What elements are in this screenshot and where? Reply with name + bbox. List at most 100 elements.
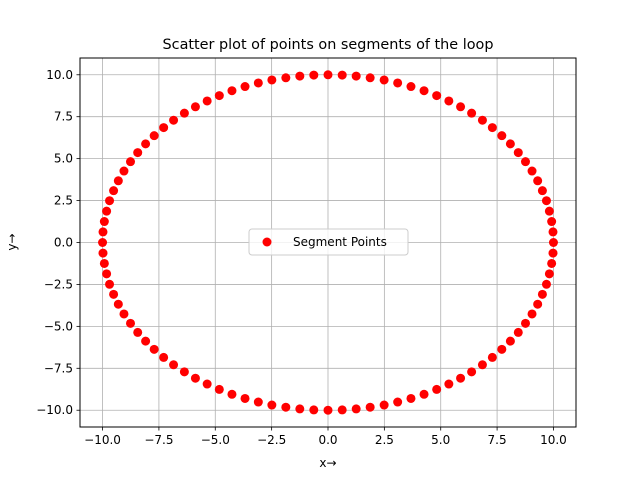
legend-label: Segment Points (293, 235, 387, 249)
data-point (119, 309, 129, 319)
data-point (98, 248, 108, 258)
data-point (513, 148, 523, 158)
data-point (541, 279, 551, 289)
data-point (487, 352, 497, 362)
data-point (126, 318, 136, 328)
data-point (467, 367, 477, 377)
y-tick-label: −7.5 (44, 361, 73, 375)
data-point (309, 405, 319, 415)
data-point (456, 102, 466, 112)
data-point (133, 327, 143, 337)
data-point (487, 123, 497, 133)
data-point (119, 166, 129, 176)
data-point (109, 289, 119, 299)
data-point (544, 206, 554, 216)
data-point (547, 258, 557, 268)
y-tick-label: 5.0 (54, 152, 73, 166)
x-tick-label: −7.5 (144, 433, 173, 447)
data-point (149, 344, 159, 354)
data-point (444, 96, 454, 106)
data-point (505, 139, 515, 149)
data-point (109, 186, 119, 196)
data-point (419, 389, 429, 399)
data-point (133, 148, 143, 158)
y-axis-label: y→ (5, 233, 19, 250)
data-point (520, 318, 530, 328)
chart-title: Scatter plot of points on segments of th… (163, 37, 494, 53)
x-tick-label: 0.0 (318, 433, 337, 447)
data-point (190, 102, 200, 112)
data-point (477, 115, 487, 125)
data-point (102, 206, 112, 216)
y-tick-label: −10.0 (36, 403, 73, 417)
data-point (467, 108, 477, 118)
y-tick-label: 2.5 (54, 194, 73, 208)
data-point (214, 384, 224, 394)
data-point (179, 367, 189, 377)
y-tick-label: 0.0 (54, 236, 73, 250)
data-point (113, 299, 123, 309)
data-point (432, 91, 442, 101)
data-point (323, 405, 333, 415)
data-point (102, 269, 112, 279)
data-point (267, 400, 277, 410)
data-point (159, 123, 169, 133)
x-tick-label: −5.0 (201, 433, 230, 447)
data-point (240, 82, 250, 92)
data-point (309, 70, 319, 80)
data-point (169, 360, 179, 370)
data-point (456, 373, 466, 383)
x-axis-label: x→ (319, 456, 336, 470)
data-point (497, 131, 507, 141)
data-point (190, 373, 200, 383)
data-point (105, 279, 115, 289)
data-point (267, 75, 277, 85)
data-point (179, 108, 189, 118)
data-point (141, 336, 151, 346)
data-point (548, 238, 558, 247)
x-tick-label: 10.0 (540, 433, 567, 447)
data-point (126, 157, 136, 167)
data-point (419, 86, 429, 96)
data-point (202, 96, 212, 106)
data-point (281, 73, 291, 83)
data-point (379, 400, 389, 410)
data-point (497, 344, 507, 354)
y-tick-label: 10.0 (46, 68, 73, 82)
data-point (393, 397, 403, 407)
data-point (295, 404, 305, 414)
data-point (159, 352, 169, 362)
data-point (253, 397, 263, 407)
data-point (253, 78, 263, 88)
data-point (505, 336, 515, 346)
data-point (365, 73, 375, 83)
x-tick-label: 5.0 (431, 433, 450, 447)
data-point (337, 70, 347, 80)
x-tick-label: 2.5 (375, 433, 394, 447)
data-point (113, 176, 123, 186)
data-point (541, 196, 551, 206)
data-point (527, 166, 537, 176)
y-tick-label: 7.5 (54, 110, 73, 124)
data-point (379, 75, 389, 85)
data-point (227, 389, 237, 399)
x-tick-label: −10.0 (84, 433, 121, 447)
data-point (533, 299, 543, 309)
data-point (527, 309, 537, 319)
data-point (351, 404, 361, 414)
data-point (533, 176, 543, 186)
data-point (98, 227, 108, 237)
x-tick-label: 7.5 (488, 433, 507, 447)
data-point (149, 131, 159, 141)
data-point (227, 86, 237, 96)
data-point (281, 402, 291, 412)
data-point (214, 91, 224, 101)
data-point (513, 327, 523, 337)
data-point (548, 227, 558, 237)
data-point (295, 71, 305, 81)
data-point (99, 258, 109, 268)
axis-ticks: −10.0 −7.5 −5.0 −2.5 0.0 2.5 5.0 7.5 10.0 −10.0 −7… (36, 68, 567, 447)
data-points (98, 70, 558, 415)
data-point (406, 393, 416, 403)
